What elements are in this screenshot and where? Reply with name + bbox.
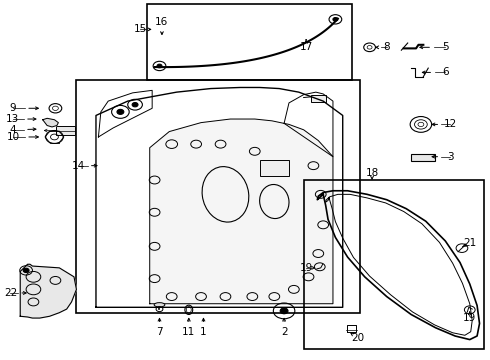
- Text: 8: 8: [383, 42, 390, 52]
- Bar: [311, 95, 326, 102]
- Text: 21: 21: [463, 238, 476, 248]
- Text: 5: 5: [442, 42, 449, 52]
- Circle shape: [333, 18, 338, 21]
- Bar: [147, 4, 352, 80]
- Text: 15: 15: [133, 24, 147, 35]
- Text: 3: 3: [447, 152, 454, 162]
- Text: 6: 6: [442, 67, 449, 77]
- Polygon shape: [150, 119, 333, 304]
- Text: 17: 17: [299, 42, 313, 52]
- Circle shape: [157, 64, 162, 68]
- Circle shape: [23, 268, 29, 273]
- Text: 14: 14: [72, 161, 85, 171]
- Text: 11: 11: [182, 327, 196, 337]
- Text: 19: 19: [299, 263, 313, 273]
- Text: 2: 2: [281, 327, 288, 337]
- Text: 9: 9: [10, 103, 16, 113]
- Text: 10: 10: [6, 132, 20, 142]
- Text: 12: 12: [443, 120, 457, 129]
- Text: 16: 16: [155, 17, 169, 27]
- Text: 19: 19: [463, 313, 476, 323]
- Bar: [304, 180, 485, 348]
- Text: 7: 7: [156, 327, 163, 337]
- Text: 22: 22: [4, 288, 17, 298]
- Bar: [260, 160, 289, 176]
- Bar: [56, 126, 75, 135]
- Polygon shape: [43, 118, 58, 127]
- Polygon shape: [20, 264, 76, 318]
- Text: 20: 20: [351, 333, 364, 343]
- Ellipse shape: [154, 303, 165, 307]
- Text: 4: 4: [10, 125, 16, 135]
- Text: 13: 13: [6, 114, 20, 124]
- Bar: [411, 154, 435, 161]
- Bar: [76, 80, 360, 313]
- Circle shape: [132, 103, 138, 107]
- Text: 18: 18: [366, 168, 379, 178]
- Text: 1: 1: [200, 327, 207, 337]
- Circle shape: [117, 109, 124, 114]
- Circle shape: [280, 308, 288, 314]
